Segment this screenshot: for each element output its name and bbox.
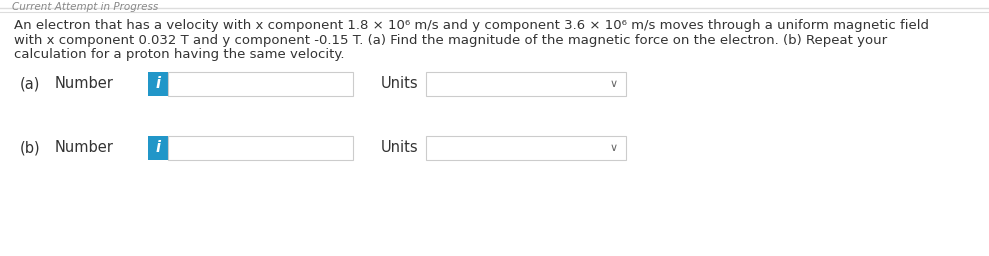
Bar	[168, 72, 353, 96]
Text: Units: Units	[381, 77, 418, 91]
Text: Current Attempt in Progress: Current Attempt in Progress	[12, 2, 158, 12]
Bar	[426, 72, 626, 96]
Text: Number: Number	[55, 77, 114, 91]
Bar	[168, 136, 353, 160]
Text: Number: Number	[55, 141, 114, 155]
Text: Units: Units	[381, 141, 418, 155]
Text: i: i	[155, 77, 160, 91]
Bar	[148, 72, 168, 96]
Text: ∨: ∨	[610, 143, 618, 153]
Text: calculation for a proton having the same velocity.: calculation for a proton having the same…	[14, 48, 344, 61]
Text: An electron that has a velocity with x component 1.8 × 10⁶ m/s and y component 3: An electron that has a velocity with x c…	[14, 19, 929, 32]
Text: with x component 0.032 T and y component -0.15 T. (a) Find the magnitude of the : with x component 0.032 T and y component…	[14, 34, 887, 47]
Text: (b): (b)	[20, 141, 41, 155]
Text: (a): (a)	[20, 77, 41, 91]
Text: ∨: ∨	[610, 79, 618, 89]
Bar	[426, 136, 626, 160]
Text: i: i	[155, 141, 160, 155]
Bar	[148, 136, 168, 160]
